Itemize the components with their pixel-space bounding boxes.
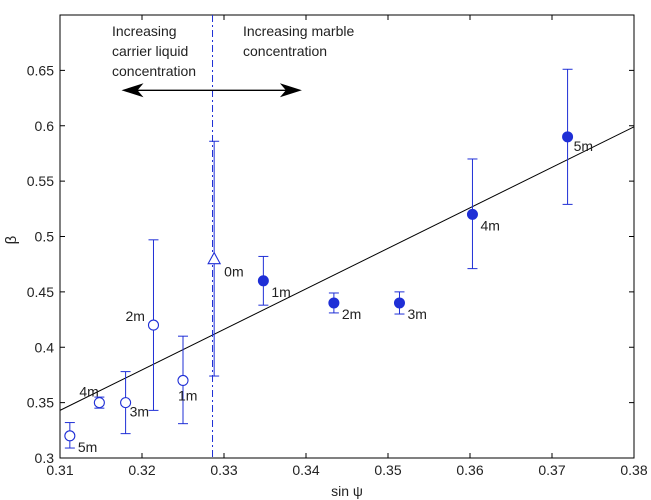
annotation-left-line: concentration — [112, 63, 196, 79]
data-point-open-circle — [147, 319, 160, 331]
point-label: 0m — [224, 264, 243, 280]
y-tick-label: 0.6 — [35, 118, 55, 134]
y-tick-label: 0.5 — [35, 229, 55, 245]
data-point-filled-circle — [466, 208, 478, 220]
x-tick-label: 0.38 — [620, 462, 647, 478]
point-label: 4m — [79, 384, 98, 400]
x-tick-label: 0.31 — [46, 462, 73, 478]
x-tick-label: 0.37 — [538, 462, 565, 478]
y-tick-label: 0.3 — [35, 450, 55, 466]
y-tick-label: 0.65 — [27, 62, 54, 78]
data-point-triangle — [207, 251, 222, 265]
point-label: 3m — [130, 404, 149, 420]
data-point-open-circle — [64, 430, 76, 442]
plot-content: Increasing carrier liquid concentration Inc… — [59, 15, 635, 458]
point-label: 5m — [574, 138, 593, 154]
annotation-left-line: carrier liquid — [112, 43, 188, 59]
x-axis-ticks: 0.31 0.32 0.33 0.34 0.35 0.36 0.37 0.38 — [46, 15, 648, 478]
y-tick-label: 0.55 — [27, 173, 54, 189]
x-tick-label: 0.33 — [210, 462, 237, 478]
x-tick-label: 0.32 — [128, 462, 155, 478]
arrow-head-left — [121, 83, 144, 98]
annotation-right-line: concentration — [243, 43, 327, 59]
annotation-left-line: Increasing — [112, 23, 177, 39]
point-label: 3m — [407, 306, 426, 322]
x-axis-label: sin ψ — [331, 483, 363, 499]
data-point-filled-circle — [257, 275, 269, 287]
point-label: 1m — [178, 387, 197, 403]
data-point-filled-circle — [562, 131, 574, 143]
point-label: 5m — [78, 439, 97, 455]
annotation-right-line: Increasing marble — [243, 23, 354, 39]
y-axis-label: β — [3, 235, 20, 244]
data-point-open-circle — [120, 397, 132, 409]
fit-line — [59, 126, 635, 411]
point-label: 1m — [271, 284, 290, 300]
data-point-open-circle — [177, 374, 189, 387]
data-point-filled-circle — [393, 297, 405, 309]
y-axis-ticks: 0.3 0.35 0.4 0.45 0.5 0.55 0.6 0.65 — [27, 62, 634, 466]
y-tick-label: 0.4 — [35, 339, 55, 355]
data-point-open-circle — [93, 397, 105, 409]
y-tick-label: 0.45 — [27, 284, 54, 300]
point-label: 2m — [342, 306, 361, 322]
plot-area — [59, 14, 635, 459]
point-label: 2m — [125, 308, 144, 324]
data-point-filled-circle — [328, 297, 340, 309]
arrow-head-right — [279, 83, 302, 98]
point-label: 4m — [480, 217, 499, 233]
x-tick-label: 0.36 — [456, 462, 483, 478]
y-tick-label: 0.35 — [27, 395, 54, 411]
x-tick-label: 0.34 — [292, 462, 319, 478]
x-tick-label: 0.35 — [374, 462, 401, 478]
